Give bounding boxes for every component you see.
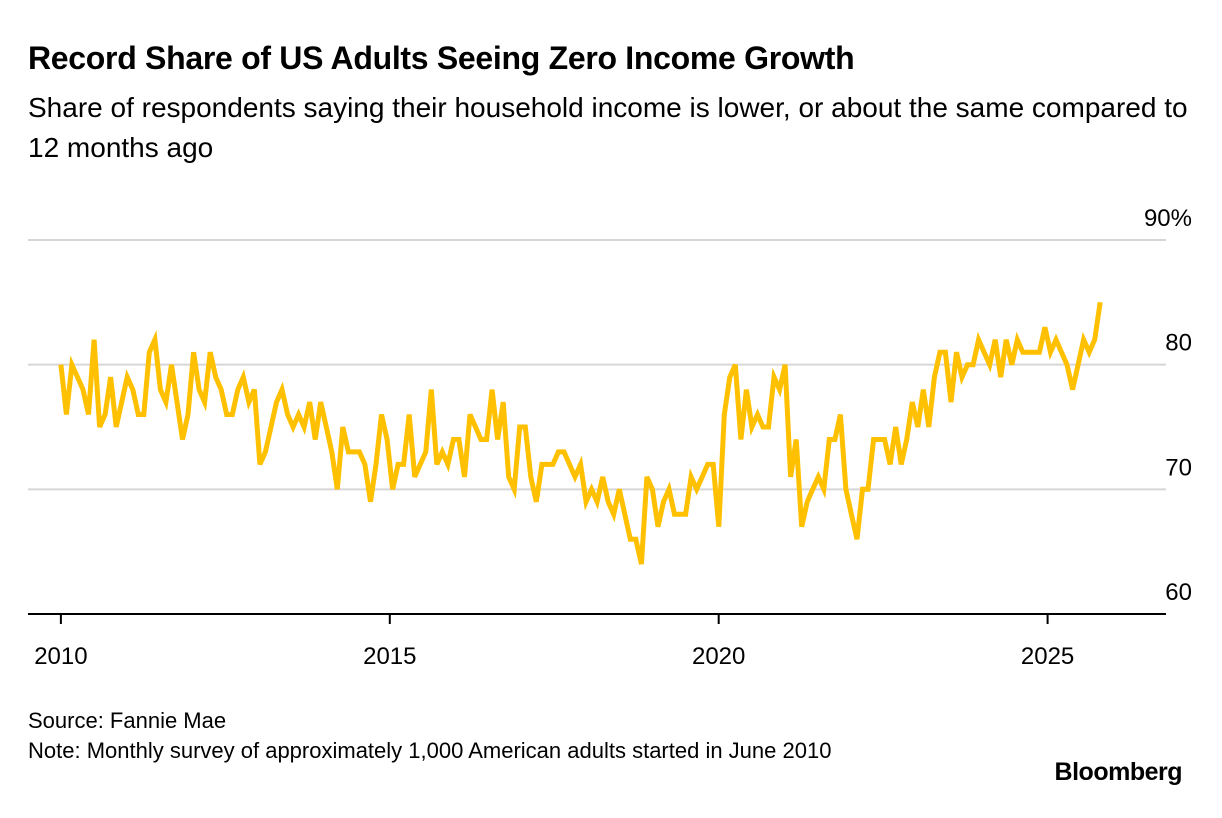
x-tick-label: 2025 <box>1021 643 1074 670</box>
x-tick-label: 2015 <box>363 643 416 670</box>
note-text: Note: Monthly survey of approximately 1,… <box>28 738 832 763</box>
bloomberg-logo: Bloomberg <box>1054 758 1183 786</box>
y-tick-label: 90% <box>1144 205 1192 232</box>
x-tick-label: 2010 <box>34 643 87 670</box>
y-tick-label: 60 <box>1165 579 1192 606</box>
y-tick-label: 70 <box>1165 454 1192 481</box>
chart-title: Record Share of US Adults Seeing Zero In… <box>28 40 855 76</box>
y-tick-label: 80 <box>1165 330 1192 357</box>
chart-subtitle: Share of respondents saying their househ… <box>28 92 1188 163</box>
source-text: Source: Fannie Mae <box>28 708 227 733</box>
series-line <box>58 301 1103 565</box>
x-tick-label: 2020 <box>692 643 745 670</box>
